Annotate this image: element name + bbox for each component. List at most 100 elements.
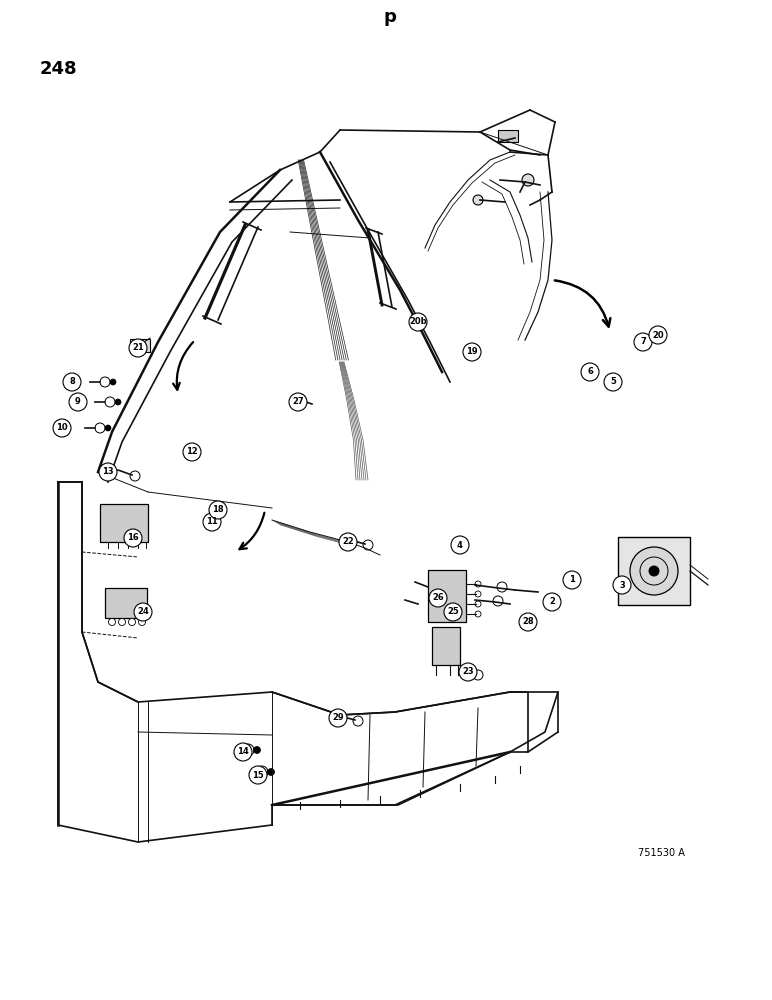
Circle shape xyxy=(543,593,561,611)
Circle shape xyxy=(210,516,220,526)
Circle shape xyxy=(129,339,147,357)
Circle shape xyxy=(99,463,117,481)
Circle shape xyxy=(497,582,507,592)
Bar xyxy=(432,627,460,665)
Text: 29: 29 xyxy=(332,714,344,722)
Text: 4: 4 xyxy=(457,540,463,550)
Text: 19: 19 xyxy=(466,348,478,357)
Text: 248: 248 xyxy=(40,60,78,78)
FancyArrowPatch shape xyxy=(555,280,611,327)
Text: 11: 11 xyxy=(206,518,218,526)
Circle shape xyxy=(649,326,667,344)
Bar xyxy=(100,504,148,542)
Text: 12: 12 xyxy=(186,448,198,456)
Circle shape xyxy=(215,503,225,513)
Text: 20b: 20b xyxy=(409,318,427,326)
Circle shape xyxy=(183,443,201,461)
Text: 3: 3 xyxy=(619,580,625,589)
Bar xyxy=(618,537,690,605)
Circle shape xyxy=(475,591,481,597)
Text: 15: 15 xyxy=(252,770,264,780)
Text: 28: 28 xyxy=(522,617,533,626)
Text: 2: 2 xyxy=(549,597,555,606)
Circle shape xyxy=(134,603,152,621)
Circle shape xyxy=(109,618,116,626)
Circle shape xyxy=(209,501,227,519)
Text: 27: 27 xyxy=(292,397,304,406)
Circle shape xyxy=(69,393,87,411)
Bar xyxy=(130,339,150,352)
Circle shape xyxy=(493,596,503,606)
Circle shape xyxy=(268,768,275,776)
Circle shape xyxy=(256,766,268,778)
Circle shape xyxy=(473,670,483,680)
Circle shape xyxy=(289,393,307,411)
Circle shape xyxy=(475,581,481,587)
Text: 24: 24 xyxy=(137,607,149,616)
Circle shape xyxy=(110,379,116,385)
Bar xyxy=(428,570,466,622)
Circle shape xyxy=(105,425,111,431)
Text: 8: 8 xyxy=(69,377,75,386)
Circle shape xyxy=(451,536,469,554)
Circle shape xyxy=(339,533,357,551)
Circle shape xyxy=(329,709,347,727)
Text: 25: 25 xyxy=(447,607,459,616)
Circle shape xyxy=(459,663,477,681)
Text: 23: 23 xyxy=(462,668,474,676)
Text: 14: 14 xyxy=(237,748,249,756)
Circle shape xyxy=(294,394,306,406)
FancyArrowPatch shape xyxy=(173,342,193,390)
Circle shape xyxy=(118,618,126,626)
Text: 22: 22 xyxy=(342,538,354,546)
Circle shape xyxy=(203,513,221,531)
Circle shape xyxy=(128,618,136,626)
Circle shape xyxy=(138,618,145,626)
Circle shape xyxy=(630,547,678,595)
Circle shape xyxy=(95,423,105,433)
Bar xyxy=(498,130,518,142)
Circle shape xyxy=(234,743,252,761)
Circle shape xyxy=(649,566,659,576)
Text: 5: 5 xyxy=(610,377,616,386)
Text: 13: 13 xyxy=(102,468,113,477)
Circle shape xyxy=(519,613,537,631)
Circle shape xyxy=(409,313,427,331)
Circle shape xyxy=(475,611,481,617)
Text: 16: 16 xyxy=(127,534,139,542)
Circle shape xyxy=(105,397,115,407)
Text: p: p xyxy=(384,8,397,26)
Circle shape xyxy=(634,333,652,351)
Circle shape xyxy=(613,576,631,594)
Circle shape xyxy=(100,377,110,387)
Circle shape xyxy=(130,471,140,481)
Circle shape xyxy=(475,601,481,607)
Text: 751530 A: 751530 A xyxy=(638,848,685,858)
Circle shape xyxy=(115,399,121,405)
Text: 9: 9 xyxy=(75,397,81,406)
Bar xyxy=(105,588,147,618)
Circle shape xyxy=(242,744,254,756)
Text: 7: 7 xyxy=(640,338,646,347)
Circle shape xyxy=(63,373,81,391)
Text: 26: 26 xyxy=(432,593,444,602)
Text: 21: 21 xyxy=(132,344,144,353)
Circle shape xyxy=(581,363,599,381)
Circle shape xyxy=(363,540,373,550)
Circle shape xyxy=(604,373,622,391)
Text: 18: 18 xyxy=(212,506,224,514)
Circle shape xyxy=(249,766,267,784)
Circle shape xyxy=(353,716,363,726)
Text: 1: 1 xyxy=(569,576,575,584)
Circle shape xyxy=(444,603,462,621)
Circle shape xyxy=(473,195,483,205)
Circle shape xyxy=(456,538,468,550)
Circle shape xyxy=(463,343,481,361)
Text: 10: 10 xyxy=(56,424,68,432)
Circle shape xyxy=(124,529,142,547)
Circle shape xyxy=(563,571,581,589)
Circle shape xyxy=(53,419,71,437)
FancyArrowPatch shape xyxy=(239,513,264,549)
Circle shape xyxy=(429,589,447,607)
Text: 20: 20 xyxy=(652,330,664,340)
